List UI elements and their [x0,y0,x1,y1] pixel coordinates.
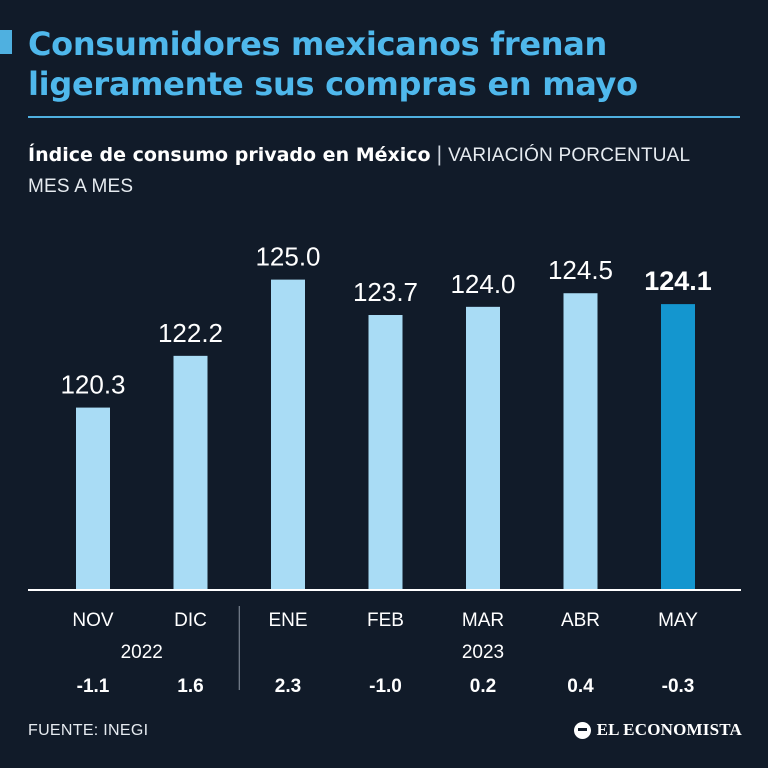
change-label-abr: 0.4 [567,676,594,697]
x-tick-label: DIC [174,610,207,631]
source-note: FUENTE: INEGI [28,722,149,739]
bar-feb [368,315,403,590]
change-label-dic: 1.6 [177,676,203,697]
value-label-feb: 123.7 [353,277,418,307]
value-label-dic: 122.2 [158,318,223,348]
change-label-feb: -1.0 [369,676,402,697]
change-label-may: -0.3 [662,676,695,697]
x-tick-label: ABR [561,610,600,631]
bar-may [661,304,695,590]
bar-ene [271,279,305,590]
chart-headline: Consumidores mexicanos frenan ligerament… [28,25,638,103]
bar-abr [563,293,598,590]
bar-dic [173,355,208,590]
chart-subtitle: Índice de consumo privado en México | VARI… [28,140,728,202]
brand: EL ECONOMISTA [573,720,742,740]
brand-name: EL ECONOMISTA [596,720,742,739]
year-label-2022: 2022 [121,642,163,663]
x-tick-label: FEB [367,610,404,631]
x-tick-label: MAY [658,610,698,631]
x-tick-label: ENE [268,610,307,631]
subtitle-main: Índice de consumo privado en México [28,144,431,166]
subtitle-unit: VARIACIÓN PORCENTUAL MES A MES [28,145,690,197]
change-label-mar: 0.2 [470,676,496,697]
title-accent-block [0,30,12,54]
value-label-ene: 125.0 [255,242,320,272]
bar-mar [466,306,500,590]
x-tick-label: NOV [72,610,114,631]
value-label-mar: 124.0 [450,269,515,299]
subtitle-separator: | [436,143,443,166]
x-tick-label: MAR [462,610,504,631]
year-label-2023: 2023 [462,642,504,663]
change-label-nov: -1.1 [77,676,110,697]
bar-nov [76,407,110,590]
value-label-nov: 120.3 [60,370,125,400]
brand-logo-icon [573,721,591,739]
value-label-may: 124.1 [644,266,712,296]
title-divider [28,116,740,118]
value-label-abr: 124.5 [548,255,613,285]
change-label-ene: 2.3 [275,676,301,697]
